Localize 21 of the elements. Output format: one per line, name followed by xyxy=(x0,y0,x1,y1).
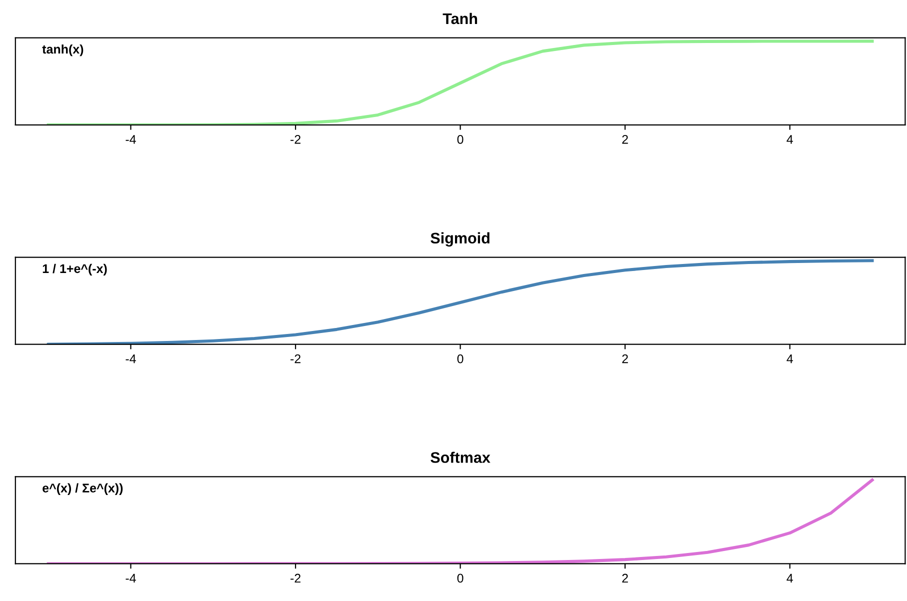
x-tick-label: -4 xyxy=(126,135,136,144)
x-tick-label: -2 xyxy=(290,134,300,144)
x-tick-label: -2 xyxy=(290,354,300,364)
annotation: 1 / 1+e^(-x) xyxy=(42,264,107,276)
x-tick-label: 4 xyxy=(786,135,793,144)
chart-title: Sigmoid xyxy=(430,232,490,247)
x-tick-label: -4 xyxy=(126,574,136,583)
x-tick-label: -2 xyxy=(290,574,300,583)
annotation: e^(x) / Σe^(x)) xyxy=(42,483,123,495)
x-tick-label: 2 xyxy=(622,354,628,364)
x-tick-label: 2 xyxy=(622,134,628,144)
x-tick-label: 0 xyxy=(457,574,464,583)
x-tick-label: 2 xyxy=(622,574,628,583)
annotation: tanh(x) xyxy=(42,44,84,56)
chart-title: Softmax xyxy=(430,452,490,463)
x-tick-label: 0 xyxy=(457,134,464,144)
chart-title: Tanh xyxy=(442,12,478,24)
x-tick-label: 4 xyxy=(786,354,793,364)
x-tick-label: 0 xyxy=(457,354,464,364)
x-tick-label: 4 xyxy=(786,574,793,583)
x-tick-label: -4 xyxy=(126,354,136,364)
